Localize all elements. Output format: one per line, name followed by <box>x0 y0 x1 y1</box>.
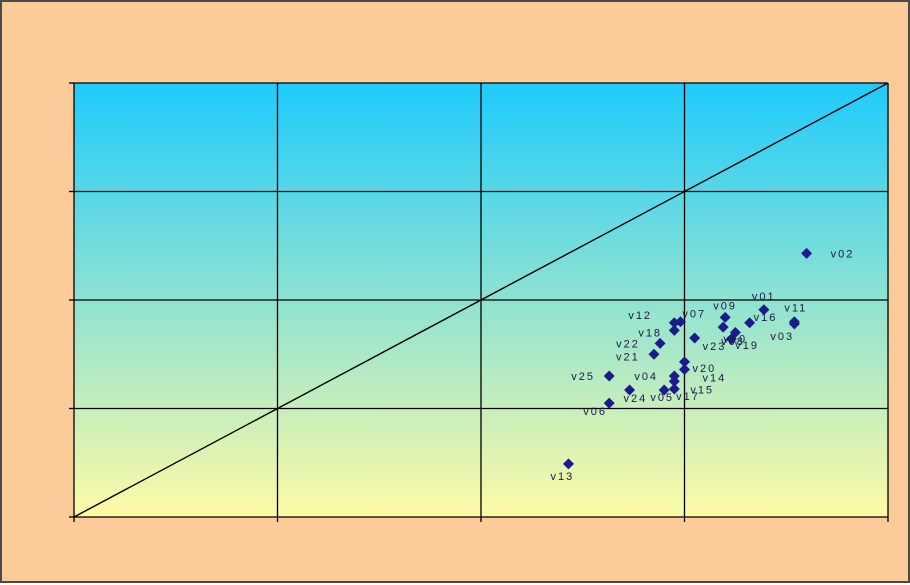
axis-ticks <box>69 82 889 522</box>
data-point-v22 <box>654 337 666 349</box>
point-label-v06: v06 <box>583 406 607 418</box>
data-point-v09 <box>719 311 731 323</box>
point-label-v07: v07 <box>682 309 706 321</box>
data-point-v19 <box>725 333 737 345</box>
point-label-v23: v23 <box>703 341 727 353</box>
point-label-v20: v20 <box>693 363 717 375</box>
data-point-v16 <box>744 317 756 329</box>
reference-diagonal-line <box>73 82 889 518</box>
data-point-v01 <box>758 304 770 316</box>
data-point-v15 <box>668 375 680 387</box>
data-point-v02 <box>801 247 813 259</box>
point-label-v15: v15 <box>690 384 714 396</box>
data-point-v18 <box>668 324 680 336</box>
data-point-v12 <box>668 317 680 329</box>
data-point-v17 <box>658 384 670 396</box>
point-label-v14: v14 <box>703 372 727 384</box>
data-point-v20 <box>679 356 690 368</box>
data-point-v21 <box>648 348 660 360</box>
point-label-v03: v03 <box>770 331 794 343</box>
point-label-v05: v05 <box>650 392 674 404</box>
data-point-v23 <box>689 332 701 344</box>
data-point-v05 <box>668 383 680 395</box>
point-label-v17: v17 <box>676 391 700 403</box>
data-point-v08 <box>717 321 729 333</box>
data-point-v14 <box>679 363 690 375</box>
point-label-v21: v21 <box>616 351 640 363</box>
data-point-v06 <box>603 397 615 409</box>
point-label-v18: v18 <box>638 327 662 339</box>
point-label-v25: v25 <box>571 371 595 383</box>
point-label-v22: v22 <box>616 338 640 350</box>
point-label-v12: v12 <box>628 310 652 322</box>
point-label-v08: v08 <box>721 336 745 348</box>
point-label-v10: v10 <box>723 334 747 346</box>
point-label-v11: v11 <box>784 303 807 315</box>
point-label-v19: v19 <box>735 340 759 352</box>
data-point-v24 <box>624 384 636 396</box>
data-point-v13 <box>563 458 575 470</box>
point-label-v16: v16 <box>754 312 778 324</box>
data-point-v25 <box>603 370 615 382</box>
point-labels: v01 v02 v03 v04 v05 v06 v07 v08 v09 v10 v11 v12 v13 v… <box>551 248 855 483</box>
point-label-v02: v02 <box>831 248 855 260</box>
point-label-v04: v04 <box>634 371 658 383</box>
point-label-v01: v01 <box>752 291 776 303</box>
data-points <box>563 247 813 470</box>
point-label-v13: v13 <box>551 471 575 483</box>
point-label-v09: v09 <box>713 300 737 312</box>
data-point-v11 <box>788 316 800 328</box>
point-label-v24: v24 <box>624 393 648 405</box>
